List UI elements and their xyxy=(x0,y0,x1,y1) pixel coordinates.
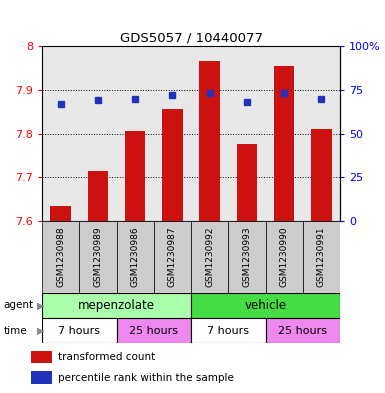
Bar xyxy=(162,109,182,221)
Bar xyxy=(117,318,191,343)
Bar xyxy=(303,221,340,293)
Title: GDS5057 / 10440077: GDS5057 / 10440077 xyxy=(119,32,263,45)
Text: GSM1230992: GSM1230992 xyxy=(205,227,214,287)
Text: 25 hours: 25 hours xyxy=(129,325,178,336)
Bar xyxy=(42,293,191,318)
Bar xyxy=(88,171,108,221)
Bar xyxy=(266,318,340,343)
Bar xyxy=(42,318,117,343)
Bar xyxy=(42,221,79,293)
Bar xyxy=(266,221,303,293)
Text: percentile rank within the sample: percentile rank within the sample xyxy=(58,373,234,382)
Text: GSM1230988: GSM1230988 xyxy=(56,227,65,287)
Text: 7 hours: 7 hours xyxy=(207,325,249,336)
Bar xyxy=(191,318,266,343)
Text: vehicle: vehicle xyxy=(244,299,286,312)
Bar xyxy=(125,131,146,221)
Bar xyxy=(237,145,257,221)
Text: GSM1230993: GSM1230993 xyxy=(243,227,251,287)
Bar xyxy=(311,129,331,221)
Text: agent: agent xyxy=(4,301,34,310)
Text: 7 hours: 7 hours xyxy=(58,325,100,336)
Bar xyxy=(50,206,71,221)
Text: mepenzolate: mepenzolate xyxy=(78,299,155,312)
Text: transformed count: transformed count xyxy=(58,352,155,362)
Bar xyxy=(228,221,266,293)
Text: GSM1230987: GSM1230987 xyxy=(168,227,177,287)
Bar xyxy=(191,293,340,318)
Text: time: time xyxy=(4,325,27,336)
Bar xyxy=(31,371,52,384)
Text: GSM1230986: GSM1230986 xyxy=(131,227,140,287)
Bar xyxy=(79,221,117,293)
Text: GSM1230991: GSM1230991 xyxy=(317,227,326,287)
Bar xyxy=(117,221,154,293)
Text: ▶: ▶ xyxy=(37,301,44,310)
Text: 25 hours: 25 hours xyxy=(278,325,327,336)
Bar xyxy=(199,61,220,221)
Bar xyxy=(154,221,191,293)
Text: ▶: ▶ xyxy=(37,325,44,336)
Text: GSM1230990: GSM1230990 xyxy=(280,227,289,287)
Bar xyxy=(31,351,52,364)
Text: GSM1230989: GSM1230989 xyxy=(94,227,102,287)
Bar xyxy=(274,66,295,221)
Bar xyxy=(191,221,228,293)
